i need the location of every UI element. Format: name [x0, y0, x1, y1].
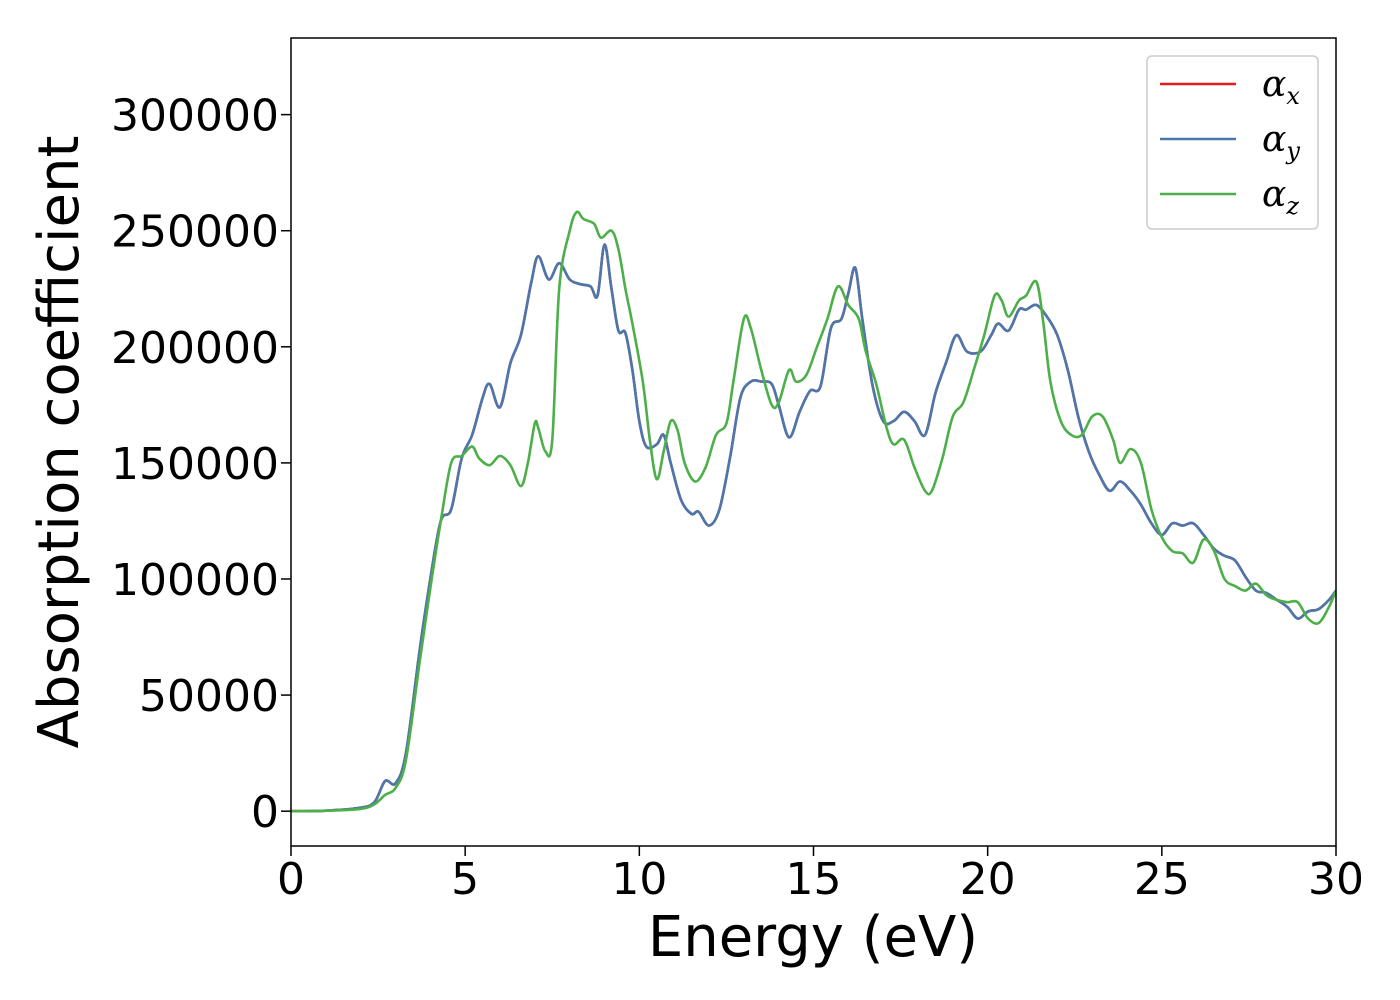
legend-label-alpha-z: αz — [1262, 174, 1299, 220]
x-tick-label: 10 — [611, 854, 667, 905]
y-tick-label: 250000 — [111, 207, 279, 258]
legend: αx αy αz — [1146, 55, 1319, 230]
x-tick-label: 25 — [1134, 854, 1190, 905]
x-tick-label: 30 — [1308, 854, 1364, 905]
x-tick-label: 15 — [786, 854, 842, 905]
y-tick-label: 100000 — [111, 555, 279, 606]
legend-frame — [1146, 55, 1319, 230]
y-axis: 0 50000 100000 150000 200000 250000 300000 — [111, 91, 291, 838]
y-tick-label: 300000 — [111, 91, 279, 142]
series-layer — [291, 210, 1336, 813]
x-tick-label: 0 — [277, 854, 305, 905]
x-axis: 0 5 10 15 20 25 30 — [277, 846, 1364, 905]
x-tick-label: 20 — [960, 854, 1016, 905]
y-tick-label: 50000 — [139, 671, 279, 722]
y-tick-label: 200000 — [111, 323, 279, 374]
x-tick-label: 5 — [451, 854, 479, 905]
series-line-alpha-z — [291, 210, 1336, 813]
x-axis-label: Energy (eV) — [648, 905, 978, 970]
legend-label-alpha-y: αy — [1262, 119, 1300, 165]
legend-label-alpha-x: αx — [1262, 64, 1300, 110]
y-tick-label: 0 — [251, 787, 279, 838]
y-axis-label: Absorption coefficient — [27, 136, 92, 749]
y-tick-label: 150000 — [111, 439, 279, 490]
